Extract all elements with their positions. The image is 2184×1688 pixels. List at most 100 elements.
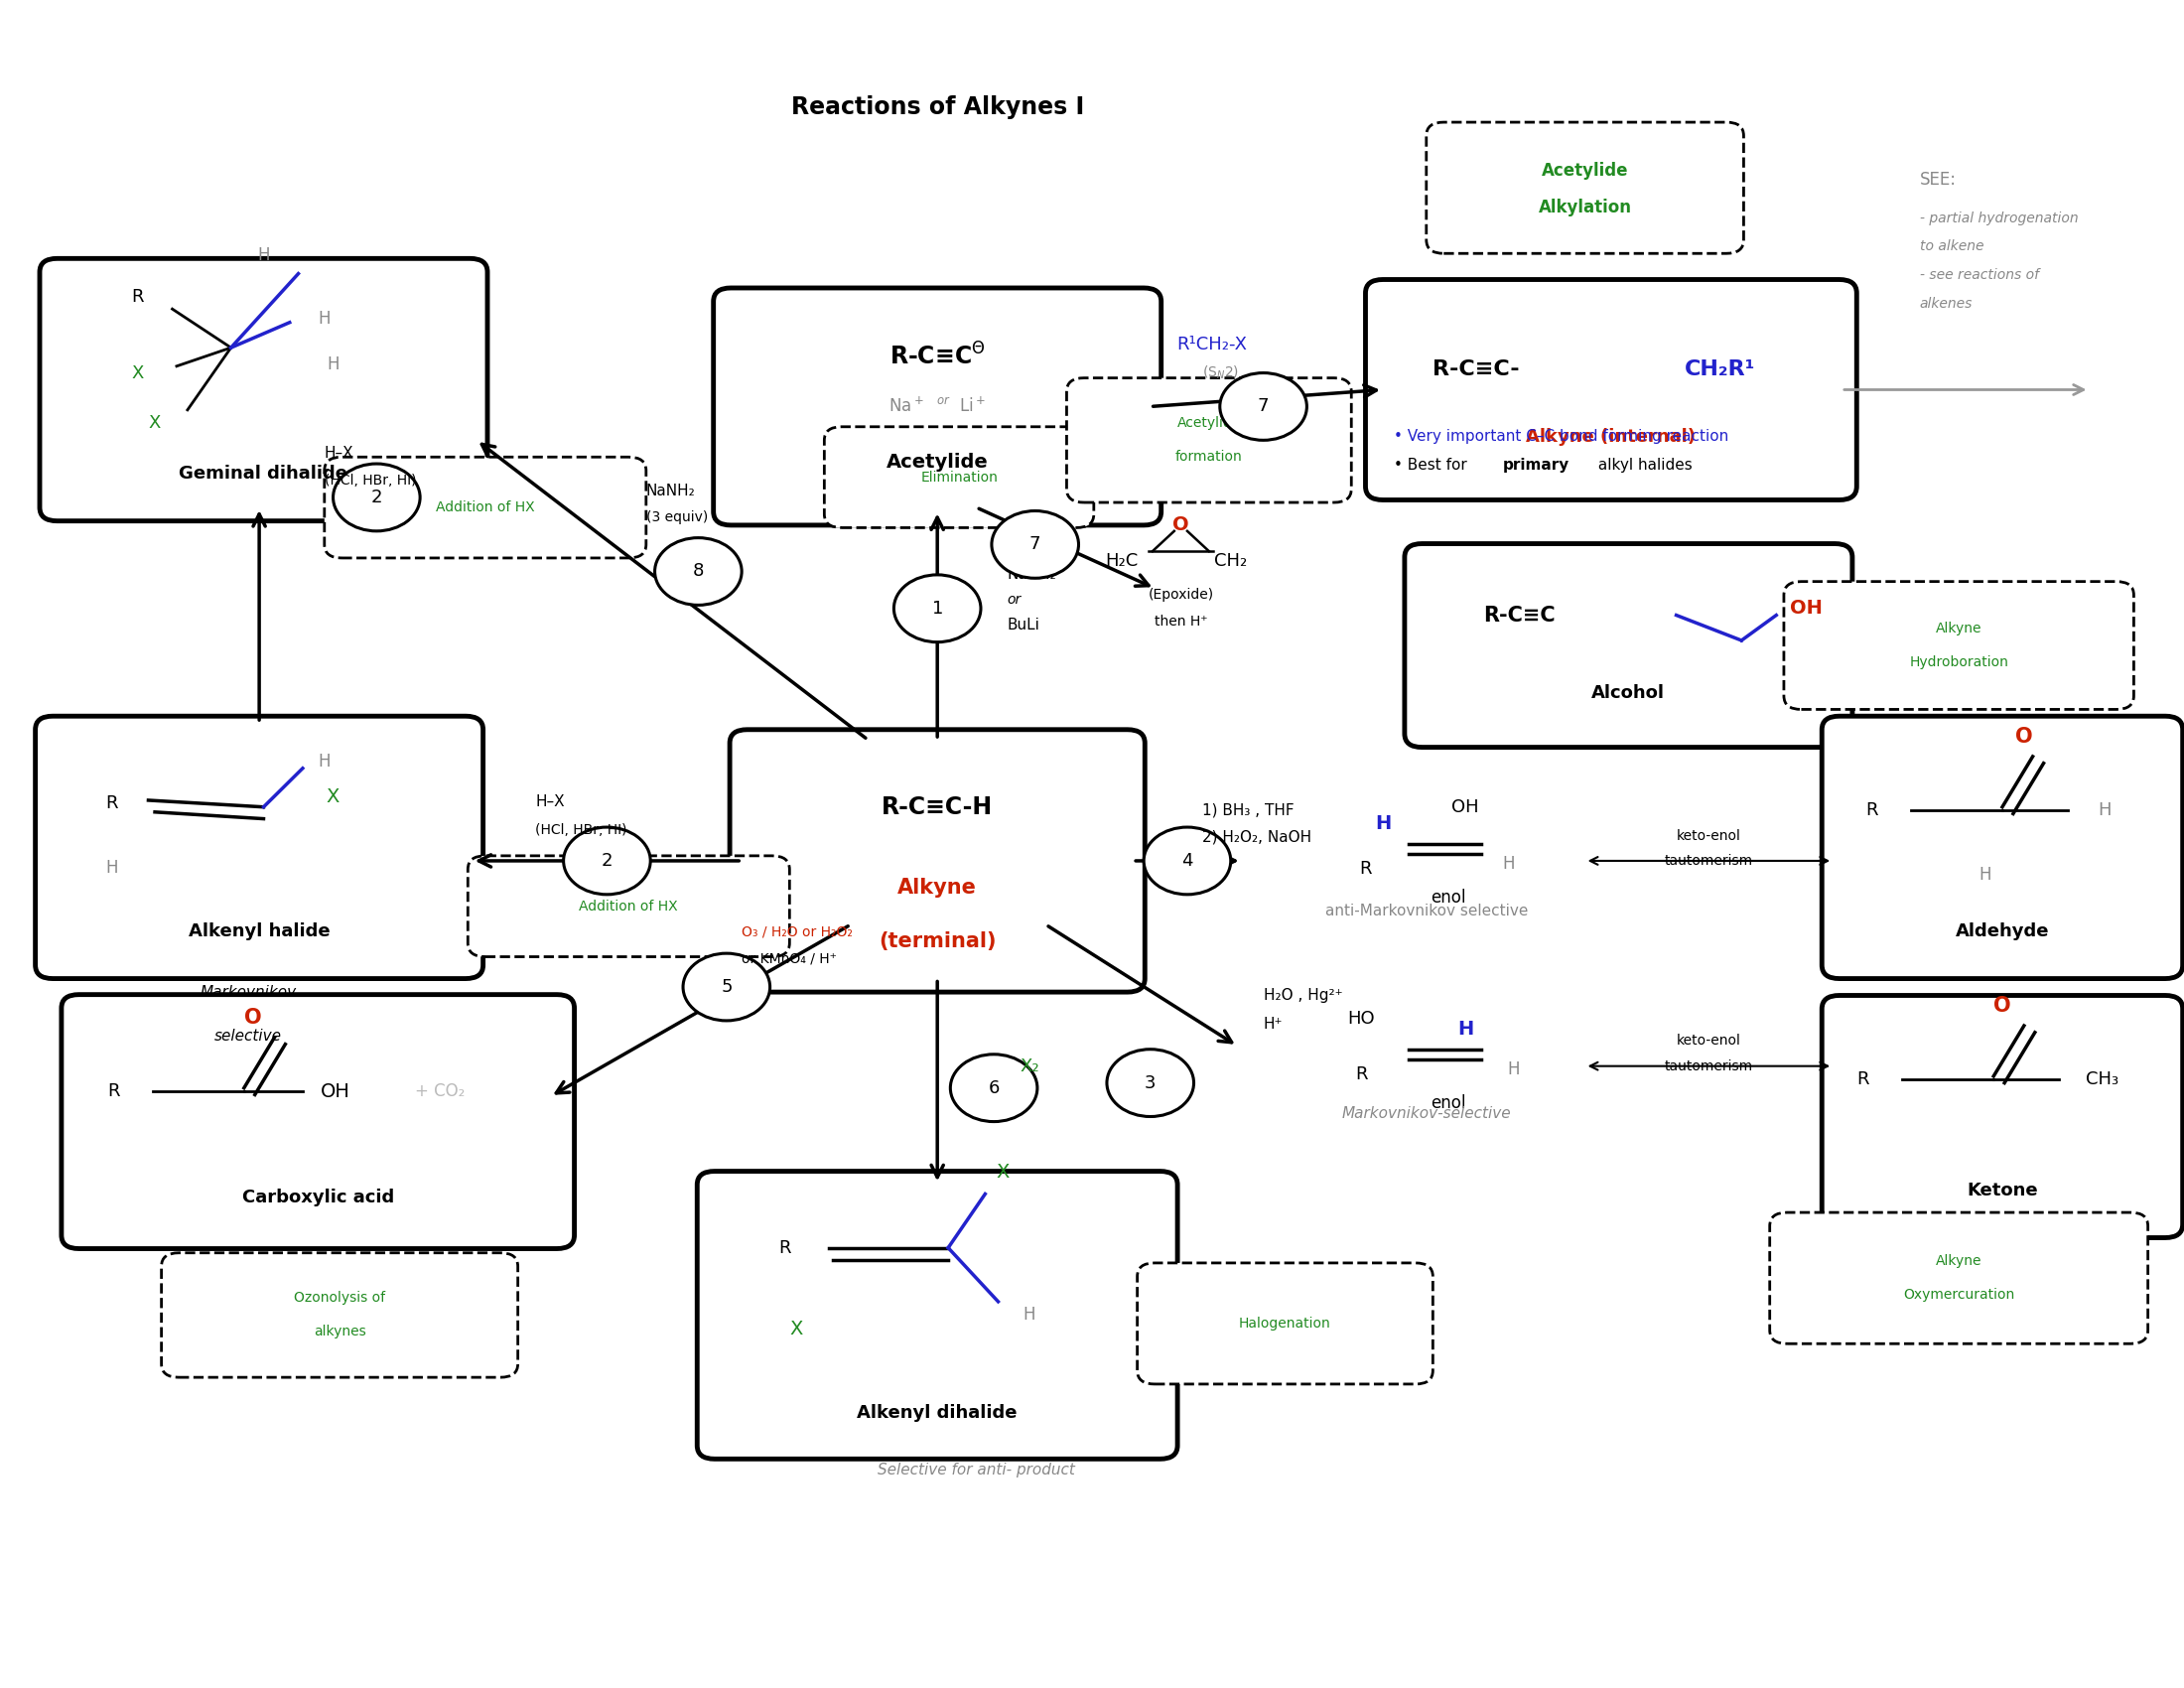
Text: 6: 6 <box>987 1079 1000 1097</box>
Text: X: X <box>149 415 162 432</box>
Text: 2: 2 <box>371 488 382 506</box>
FancyBboxPatch shape <box>325 457 646 559</box>
Text: H: H <box>1022 1307 1035 1323</box>
Text: H: H <box>1374 814 1391 834</box>
Text: 5: 5 <box>721 977 732 996</box>
Text: 1) BH₃ , THF: 1) BH₃ , THF <box>1203 803 1295 817</box>
Text: alkynes: alkynes <box>314 1325 365 1339</box>
Text: (S$_N$2): (S$_N$2) <box>1203 365 1238 381</box>
Text: Acetylide: Acetylide <box>1542 162 1629 181</box>
Text: then H⁺: then H⁺ <box>1153 614 1208 630</box>
Text: OH: OH <box>321 1082 349 1101</box>
Text: • Very important C–C bond forming reaction: • Very important C–C bond forming reacti… <box>1393 429 1728 444</box>
Text: SEE:: SEE: <box>1920 170 1957 189</box>
Text: keto-enol: keto-enol <box>1677 1033 1741 1048</box>
Circle shape <box>1221 373 1306 441</box>
Text: R: R <box>131 289 144 306</box>
Text: enol: enol <box>1431 1094 1465 1112</box>
FancyBboxPatch shape <box>467 856 791 957</box>
Circle shape <box>992 511 1079 579</box>
Text: R: R <box>107 1082 120 1101</box>
Text: R-C≡C$^{\Theta}$: R-C≡C$^{\Theta}$ <box>889 343 985 370</box>
Text: H: H <box>105 859 118 876</box>
Circle shape <box>563 827 651 895</box>
Text: or KMnO₄ / H⁺: or KMnO₄ / H⁺ <box>743 952 836 966</box>
Text: O: O <box>245 1008 262 1028</box>
Circle shape <box>1107 1050 1195 1116</box>
Text: R: R <box>105 795 118 812</box>
FancyBboxPatch shape <box>1404 544 1852 748</box>
Text: R: R <box>1358 861 1372 878</box>
FancyBboxPatch shape <box>823 427 1094 528</box>
Text: Alkenyl halide: Alkenyl halide <box>188 923 330 940</box>
FancyBboxPatch shape <box>729 729 1144 993</box>
Text: O: O <box>1994 996 2011 1016</box>
Text: Acetylide: Acetylide <box>1177 417 1241 430</box>
Text: Alkylation: Alkylation <box>1538 199 1631 218</box>
Text: keto-enol: keto-enol <box>1677 829 1741 842</box>
Text: Alkyne: Alkyne <box>1935 1254 1981 1268</box>
Text: R-C≡C-H: R-C≡C-H <box>882 795 994 819</box>
Text: Addition of HX: Addition of HX <box>437 501 535 515</box>
Text: - partial hydrogenation: - partial hydrogenation <box>1920 211 2079 225</box>
Text: 2: 2 <box>601 852 614 869</box>
Text: OH: OH <box>1452 798 1479 815</box>
FancyBboxPatch shape <box>39 258 487 522</box>
Text: X: X <box>996 1163 1009 1182</box>
FancyBboxPatch shape <box>162 1252 518 1377</box>
Text: + CO₂: + CO₂ <box>415 1082 465 1101</box>
Text: (Epoxide): (Epoxide) <box>1149 587 1214 603</box>
Text: Oxymercuration: Oxymercuration <box>1902 1288 2014 1301</box>
Text: R-C≡C-: R-C≡C- <box>1433 360 1520 380</box>
Text: 7: 7 <box>1258 398 1269 415</box>
Circle shape <box>684 954 771 1021</box>
Text: H: H <box>319 311 330 327</box>
Text: X: X <box>788 1318 804 1339</box>
FancyBboxPatch shape <box>61 994 574 1249</box>
Text: R-C≡C: R-C≡C <box>1483 606 1555 625</box>
Text: H: H <box>258 246 271 263</box>
Text: (HCl, HBr, HI): (HCl, HBr, HI) <box>325 474 417 488</box>
Text: R¹CH₂-X: R¹CH₂-X <box>1177 336 1247 353</box>
Text: - see reactions of: - see reactions of <box>1920 268 2040 282</box>
Circle shape <box>334 464 419 532</box>
Text: 8: 8 <box>692 562 703 581</box>
Text: BuLi: BuLi <box>1007 618 1040 633</box>
Text: • Best for: • Best for <box>1393 457 1472 473</box>
Text: Geminal dihalide: Geminal dihalide <box>179 464 347 483</box>
FancyBboxPatch shape <box>1066 378 1352 503</box>
Text: Alkyne (internal): Alkyne (internal) <box>1527 427 1697 446</box>
Text: Markovnikov-selective: Markovnikov-selective <box>1341 1106 1511 1121</box>
Text: Halogenation: Halogenation <box>1238 1317 1330 1330</box>
Text: alkyl halides: alkyl halides <box>1594 457 1693 473</box>
Circle shape <box>950 1055 1037 1121</box>
Text: NaNH₂: NaNH₂ <box>1007 567 1057 582</box>
Text: H: H <box>328 356 339 373</box>
Text: to alkene: to alkene <box>1920 240 1983 253</box>
Text: CH₂R¹: CH₂R¹ <box>1684 360 1756 380</box>
Text: X: X <box>325 788 341 807</box>
Text: H–X: H–X <box>325 446 354 461</box>
Text: Elimination: Elimination <box>919 471 998 484</box>
Text: (terminal): (terminal) <box>878 932 996 952</box>
Text: R: R <box>1856 1070 1870 1089</box>
FancyBboxPatch shape <box>1821 716 2182 979</box>
Circle shape <box>1144 827 1232 895</box>
Text: H–X: H–X <box>535 795 566 809</box>
Text: alkenes: alkenes <box>1920 297 1972 311</box>
Text: H: H <box>1507 1060 1520 1079</box>
FancyBboxPatch shape <box>1821 996 2182 1237</box>
FancyBboxPatch shape <box>697 1171 1177 1458</box>
Text: selective: selective <box>214 1028 282 1043</box>
FancyBboxPatch shape <box>1784 582 2134 709</box>
Text: O₃ / H₂O or H₂O₂: O₃ / H₂O or H₂O₂ <box>743 925 852 939</box>
Text: H: H <box>2099 802 2112 819</box>
Text: Addition of HX: Addition of HX <box>579 900 679 913</box>
Text: Alkyne: Alkyne <box>1935 621 1981 636</box>
FancyBboxPatch shape <box>714 289 1162 525</box>
Text: Ketone: Ketone <box>1968 1182 2038 1200</box>
FancyBboxPatch shape <box>1365 280 1856 500</box>
Text: CH₂: CH₂ <box>1214 552 1247 571</box>
Text: 2) H₂O₂, NaOH: 2) H₂O₂, NaOH <box>1203 830 1313 844</box>
Text: X₂: X₂ <box>1020 1057 1040 1075</box>
